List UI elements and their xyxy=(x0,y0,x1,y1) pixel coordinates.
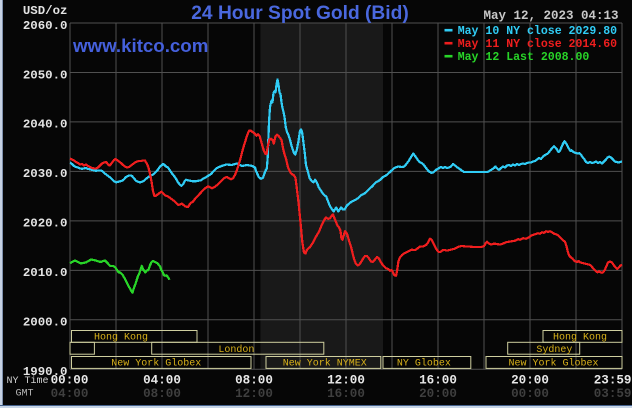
svg-text:2030.0: 2030.0 xyxy=(23,167,68,181)
svg-text:04:00: 04:00 xyxy=(51,387,89,401)
svg-text:2020.0: 2020.0 xyxy=(23,217,68,231)
svg-text:London: London xyxy=(218,344,254,356)
svg-text:Hong Kong: Hong Kong xyxy=(94,332,148,343)
svg-text:16:00: 16:00 xyxy=(327,387,365,401)
svg-text:New York Globex: New York Globex xyxy=(508,357,598,369)
svg-text:2010.0: 2010.0 xyxy=(23,266,68,280)
svg-text:May 11 NY close 2014.60: May 11 NY close 2014.60 xyxy=(458,38,617,51)
svg-text:12:00: 12:00 xyxy=(235,387,273,401)
svg-text:2050.0: 2050.0 xyxy=(23,68,68,82)
svg-text:04:00: 04:00 xyxy=(143,374,181,388)
svg-text:USD/oz: USD/oz xyxy=(23,4,68,18)
svg-text:16:00: 16:00 xyxy=(419,374,457,388)
svg-text:24 Hour Spot Gold (Bid): 24 Hour Spot Gold (Bid) xyxy=(191,3,408,24)
svg-text:08:00: 08:00 xyxy=(235,374,273,388)
svg-text:2000.0: 2000.0 xyxy=(23,316,68,330)
svg-text:New York NYMEX: New York NYMEX xyxy=(283,357,367,369)
svg-text:May 12, 2023 04:13: May 12, 2023 04:13 xyxy=(483,9,618,23)
svg-text:NY Globex: NY Globex xyxy=(397,357,451,369)
svg-text:03:59: 03:59 xyxy=(594,387,632,401)
svg-text:12:00: 12:00 xyxy=(327,374,365,388)
svg-text:May 10 NY close 2029.80: May 10 NY close 2029.80 xyxy=(458,25,617,38)
svg-text:00:00: 00:00 xyxy=(51,374,89,388)
svg-text:May 12 Last 2008.00: May 12 Last 2008.00 xyxy=(458,51,590,64)
svg-text:20:00: 20:00 xyxy=(511,374,549,388)
svg-text:Sydney: Sydney xyxy=(536,344,572,356)
svg-text:Hong Kong: Hong Kong xyxy=(553,332,607,343)
svg-text:00:00: 00:00 xyxy=(511,387,549,401)
svg-text:1990.0: 1990.0 xyxy=(23,365,68,379)
svg-text:NY Time: NY Time xyxy=(7,375,49,387)
svg-text:www.kitco.com: www.kitco.com xyxy=(72,35,208,56)
svg-text:20:00: 20:00 xyxy=(419,387,457,401)
svg-text:GMT: GMT xyxy=(16,389,34,400)
svg-text:23:59: 23:59 xyxy=(594,374,632,388)
svg-text:2060.0: 2060.0 xyxy=(23,19,68,33)
svg-text:08:00: 08:00 xyxy=(143,387,181,401)
svg-text:New York Globex: New York Globex xyxy=(111,357,201,369)
svg-text:2040.0: 2040.0 xyxy=(23,118,68,132)
